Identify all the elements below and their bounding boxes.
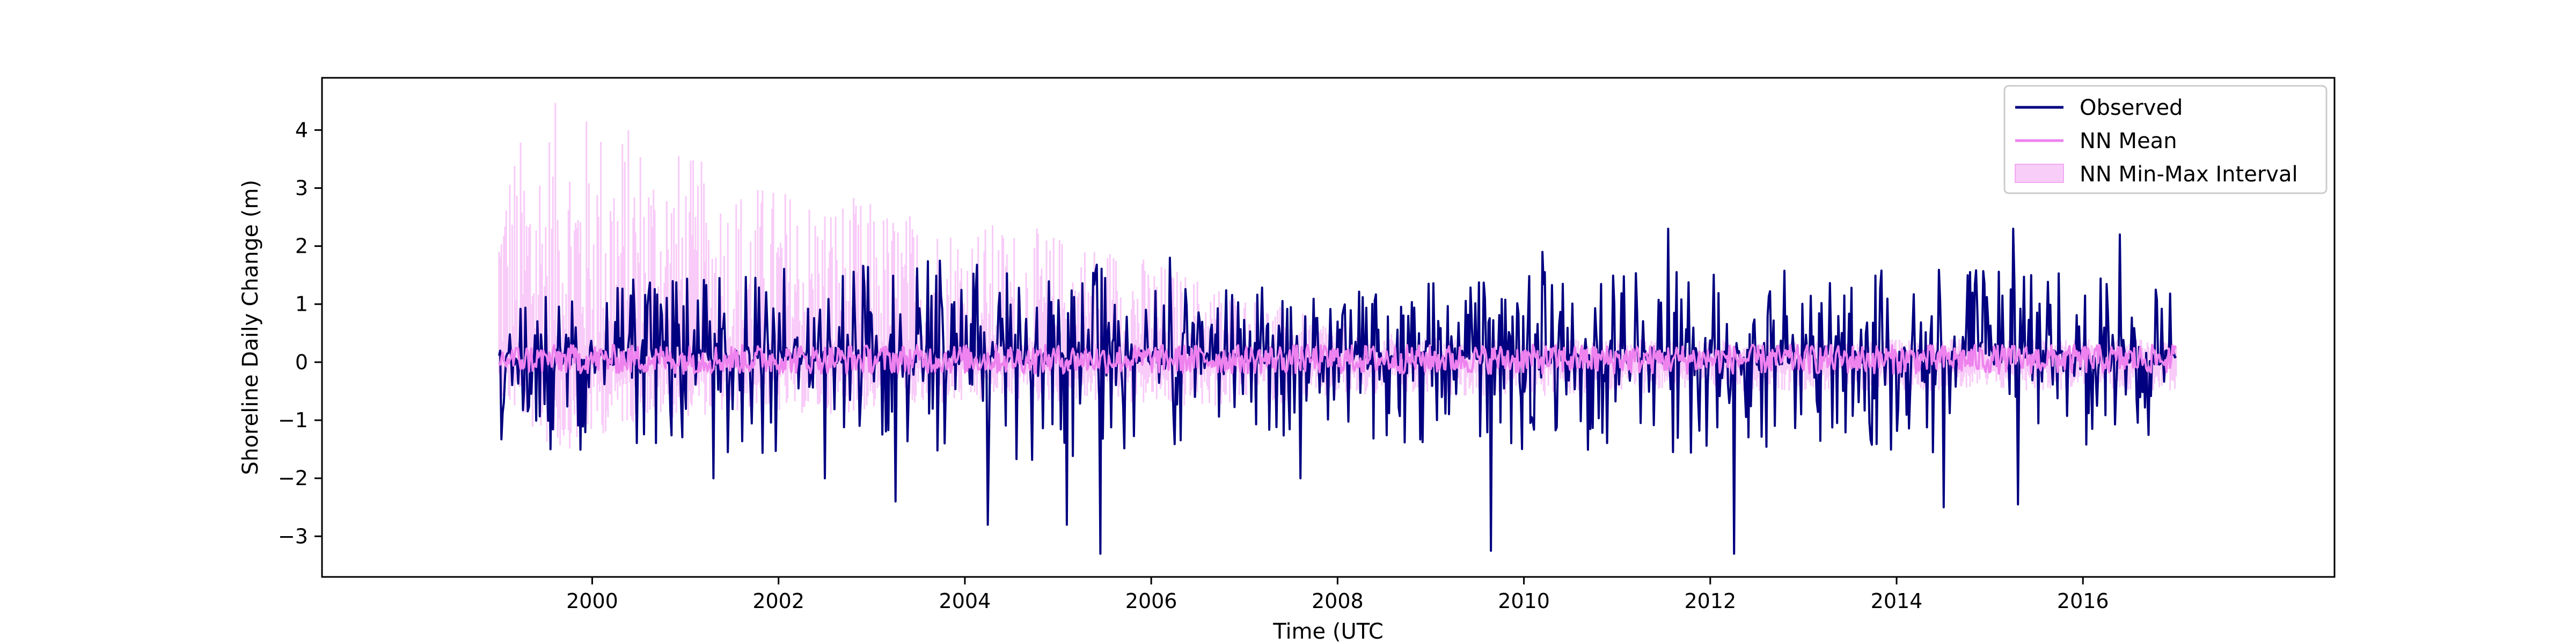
y-tick-label: 2 — [295, 235, 308, 258]
y-tick-label: −2 — [278, 466, 308, 490]
x-tick-label: 2002 — [752, 589, 804, 613]
y-tick-label: 0 — [295, 350, 308, 374]
x-axis-label: Time (UTC — [1272, 619, 1384, 644]
y-axis-label: Shoreline Daily Change (m) — [238, 180, 263, 475]
x-axis: 2000 2002 2004 2006 2008 2010 2012 2014 2016 — [566, 577, 2109, 613]
legend-nn-interval-swatch — [2015, 164, 2064, 183]
legend-nn-mean-label: NN Mean — [2080, 129, 2177, 153]
legend-observed-label: Observed — [2080, 96, 2183, 120]
plot-area — [497, 103, 2177, 555]
legend: Observed NN Mean NN Min-Max Interval — [2003, 85, 2328, 194]
x-tick-label: 2004 — [939, 589, 991, 613]
x-tick-label: 2016 — [2057, 589, 2109, 613]
nn-mean-line — [498, 343, 2177, 375]
legend-box — [2003, 85, 2328, 194]
observed-line — [497, 228, 2177, 555]
x-tick-label: 2014 — [1871, 589, 1923, 613]
y-tick-label: 1 — [295, 292, 308, 316]
y-tick-label: 3 — [295, 176, 308, 200]
x-tick-label: 2000 — [566, 589, 618, 613]
axes-frame — [321, 77, 2336, 578]
x-tick-label: 2010 — [1498, 589, 1550, 613]
y-tick-label: 4 — [295, 118, 308, 142]
legend-nn-interval-label: NN Min-Max Interval — [2080, 162, 2298, 187]
y-tick-label: −3 — [278, 524, 308, 548]
y-axis: −3 −2 −1 0 1 2 3 4 — [278, 118, 322, 548]
x-tick-label: 2012 — [1684, 589, 1736, 613]
x-tick-label: 2006 — [1125, 589, 1177, 613]
y-tick-label: −1 — [278, 408, 308, 432]
x-tick-label: 2008 — [1312, 589, 1364, 613]
